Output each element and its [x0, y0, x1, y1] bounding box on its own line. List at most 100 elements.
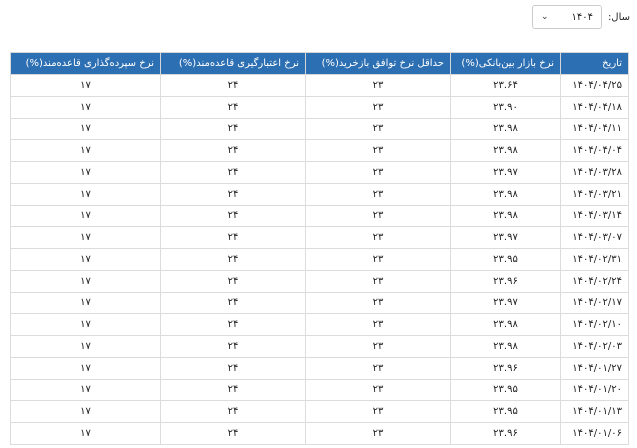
table-cell: ۱۴۰۴/۰۳/۲۱ — [560, 182, 629, 206]
table-cell: ۲۳ — [305, 226, 451, 249]
table-cell: ۱۷ — [10, 269, 161, 293]
table-cell: ۲۳.۹۸ — [450, 313, 561, 336]
column-header[interactable]: نرخ بازار بین‌بانکی(%) — [450, 52, 561, 75]
table-cell: ۲۳.۹۸ — [450, 335, 561, 358]
table-cell: ۱۴۰۴/۰۱/۱۳ — [560, 400, 629, 423]
table-cell: ۲۴ — [160, 313, 306, 336]
table-cell: ۲۳ — [305, 182, 451, 206]
table-cell: ۲۳ — [305, 400, 451, 423]
table-cell: ۲۳ — [305, 291, 451, 315]
table-cell: ۲۳ — [305, 204, 451, 228]
table-cell: ۲۳.۹۵ — [450, 400, 561, 423]
table-row: ۱۴۰۴/۰۴/۱۱ ۲۳.۹۸ ۲۳ ۲۴ ۱۷ — [10, 117, 629, 141]
table-cell: ۲۳ — [305, 117, 451, 141]
table-cell: ۱۷ — [10, 291, 161, 315]
table-cell: ۲۴ — [160, 422, 306, 445]
table-cell: ۱۴۰۴/۰۱/۰۶ — [560, 422, 629, 445]
table-cell: ۲۳.۶۴ — [450, 74, 561, 97]
table-row: ۱۴۰۴/۰۳/۰۷ ۲۳.۹۷ ۲۳ ۲۴ ۱۷ — [10, 226, 629, 249]
table-cell: ۲۴ — [160, 182, 306, 206]
table-cell: ۱۴۰۴/۰۱/۲۷ — [560, 356, 629, 380]
table-cell: ۱۷ — [10, 313, 161, 336]
column-header[interactable]: حداقل نرخ توافق بازخرید(%) — [305, 52, 451, 75]
column-header[interactable]: نرخ سپرده‌گذاری قاعده‌مند(%) — [10, 52, 161, 75]
table-cell: ۲۴ — [160, 117, 306, 141]
table-cell: ۲۳.۹۶ — [450, 422, 561, 445]
table-cell: ۲۳.۹۸ — [450, 117, 561, 141]
table-cell: ۱۷ — [10, 161, 161, 184]
column-header[interactable]: تاریخ — [560, 52, 629, 75]
table-cell: ۱۴۰۴/۰۳/۱۴ — [560, 204, 629, 228]
table-cell: ۱۷ — [10, 204, 161, 228]
table-cell: ۲۳.۹۷ — [450, 161, 561, 184]
chevron: ⌄ — [540, 12, 549, 22]
table-cell: ۲۳ — [305, 378, 451, 402]
table-cell: ۱۷ — [10, 117, 161, 141]
table-cell: ۱۷ — [10, 74, 161, 97]
table-row: ۱۴۰۴/۰۲/۲۴ ۲۳.۹۶ ۲۳ ۲۴ ۱۷ — [10, 269, 629, 293]
table-cell: ۱۷ — [10, 139, 161, 162]
table-cell: ۲۴ — [160, 400, 306, 423]
table-row: ۱۴۰۴/۰۲/۱۰ ۲۳.۹۸ ۲۳ ۲۴ ۱۷ — [10, 313, 629, 336]
table-cell: ۲۳ — [305, 356, 451, 380]
table-cell: ۱۴۰۴/۰۴/۰۴ — [560, 139, 629, 162]
table-cell: ۱۴۰۴/۰۴/۱۸ — [560, 95, 629, 119]
year-filter: سال: ۱۴۰۴ ⌄ — [531, 5, 630, 29]
table-cell: ۱۴۰۴/۰۲/۲۴ — [560, 269, 629, 293]
table-cell: ۱۷ — [10, 226, 161, 249]
table-cell: ۱۷ — [10, 356, 161, 380]
table-cell: ۲۳.۹۸ — [450, 182, 561, 206]
table-cell: ۲۴ — [160, 161, 306, 184]
table-cell: ۲۳.۹۵ — [450, 248, 561, 271]
table-cell: ۱۴۰۴/۰۲/۰۳ — [560, 335, 629, 358]
table-cell: ۱۴۰۴/۰۱/۲۰ — [560, 378, 629, 402]
table-cell: ۱۴۰۴/۰۳/۰۷ — [560, 226, 629, 249]
table-cell: ۲۳ — [305, 74, 451, 97]
table-row: ۱۴۰۴/۰۲/۳۱ ۲۳.۹۵ ۲۳ ۲۴ ۱۷ — [10, 248, 629, 271]
table-cell: ۲۳ — [305, 95, 451, 119]
table-cell: ۱۴۰۴/۰۲/۱۰ — [560, 313, 629, 336]
table-row: ۱۴۰۴/۰۳/۲۸ ۲۳.۹۷ ۲۳ ۲۴ ۱۷ — [10, 161, 629, 184]
column-header[interactable]: نرخ اعتبارگیری قاعده‌مند(%) — [160, 52, 306, 75]
year-select[interactable]: ۱۴۰۴ ⌄ — [531, 5, 602, 29]
table-cell: ۲۳.۹۶ — [450, 356, 561, 380]
table-cell: ۲۴ — [160, 226, 306, 249]
table-cell: ۱۷ — [10, 248, 161, 271]
table-cell: ۱۷ — [10, 378, 161, 402]
table-row: ۱۴۰۴/۰۴/۱۸ ۲۳.۹۰ ۲۳ ۲۴ ۱۷ — [10, 95, 629, 119]
table-cell: ۲۳.۹۰ — [450, 95, 561, 119]
table-cell: ۲۳.۹۶ — [450, 269, 561, 293]
table-row: ۱۴۰۴/۰۱/۲۷ ۲۳.۹۶ ۲۳ ۲۴ ۱۷ — [10, 356, 629, 380]
table-row: ۱۴۰۴/۰۱/۲۰ ۲۳.۹۵ ۲۳ ۲۴ ۱۷ — [10, 378, 629, 402]
table-cell: ۲۴ — [160, 378, 306, 402]
table-cell: ۲۴ — [160, 269, 306, 293]
table-cell: ۲۳.۹۸ — [450, 204, 561, 228]
table-cell: ۲۳.۹۷ — [450, 226, 561, 249]
table-cell: ۲۳ — [305, 313, 451, 336]
table-cell: ۲۳ — [305, 335, 451, 358]
table-row: ۱۴۰۴/۰۴/۰۴ ۲۳.۹۸ ۲۳ ۲۴ ۱۷ — [10, 139, 629, 162]
table-cell: ۲۴ — [160, 74, 306, 97]
table-cell: ۲۳ — [305, 422, 451, 445]
table-cell: ۲۴ — [160, 356, 306, 380]
table-cell: ۱۷ — [10, 182, 161, 206]
table-cell: ۲۴ — [160, 95, 306, 119]
table-cell: ۱۴۰۴/۰۲/۳۱ — [560, 248, 629, 271]
table-cell: ۱۷ — [10, 95, 161, 119]
rates-table: تاریخ نرخ بازار بین‌بانکی(%) حداقل نرخ توا… — [10, 52, 629, 445]
table-cell: ۱۷ — [10, 335, 161, 358]
table-row: ۱۴۰۴/۰۱/۰۶ ۲۳.۹۶ ۲۳ ۲۴ ۱۷ — [10, 422, 629, 445]
table-cell: ۲۴ — [160, 139, 306, 162]
table-cell: ۲۳.۹۸ — [450, 139, 561, 162]
table-row: ۱۴۰۴/۰۲/۱۷ ۲۳.۹۷ ۲۳ ۲۴ ۱۷ — [10, 291, 629, 315]
table-row: ۱۴۰۴/۰۳/۱۴ ۲۳.۹۸ ۲۳ ۲۴ ۱۷ — [10, 204, 629, 228]
table-cell: ۱۴۰۴/۰۴/۱۱ — [560, 117, 629, 141]
table-cell: ۱۴۰۴/۰۲/۱۷ — [560, 291, 629, 315]
table-row: ۱۴۰۴/۰۱/۱۳ ۲۳.۹۵ ۲۳ ۲۴ ۱۷ — [10, 400, 629, 423]
table-cell: ۲۳.۹۵ — [450, 378, 561, 402]
table-cell: ۲۳ — [305, 139, 451, 162]
table-cell: ۲۴ — [160, 248, 306, 271]
table-body: ۱۴۰۴/۰۴/۲۵ ۲۳.۶۴ ۲۳ ۲۴ ۱۷ ۱۴۰۴/۰۴/۱۸ ۲۳.۹۰ ۲۳ ۲۴… — [10, 74, 629, 445]
table-cell: ۲۳.۹۷ — [450, 291, 561, 315]
